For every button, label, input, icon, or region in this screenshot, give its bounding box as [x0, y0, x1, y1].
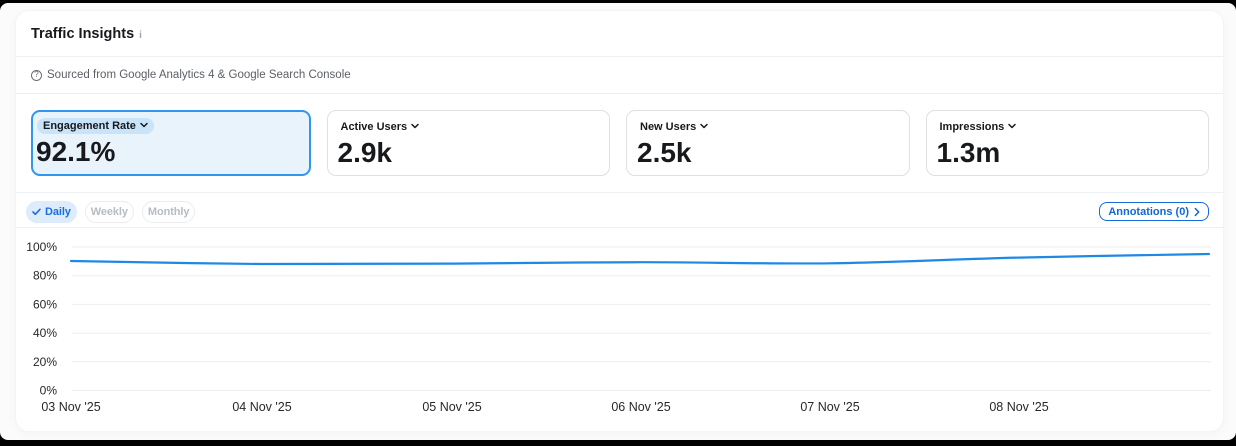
svg-text:07 Nov '25: 07 Nov '25 — [800, 400, 859, 414]
svg-text:04 Nov '25: 04 Nov '25 — [232, 400, 291, 414]
svg-text:60%: 60% — [33, 297, 57, 311]
svg-text:08 Nov '25: 08 Nov '25 — [989, 400, 1048, 414]
svg-text:80%: 80% — [33, 269, 57, 283]
svg-text:20%: 20% — [33, 355, 57, 369]
svg-text:100%: 100% — [26, 240, 57, 254]
svg-text:06 Nov '25: 06 Nov '25 — [611, 400, 670, 414]
svg-text:40%: 40% — [33, 326, 57, 340]
svg-text:0%: 0% — [40, 384, 58, 398]
svg-text:03 Nov '25: 03 Nov '25 — [41, 400, 100, 414]
svg-text:05 Nov '25: 05 Nov '25 — [422, 400, 481, 414]
